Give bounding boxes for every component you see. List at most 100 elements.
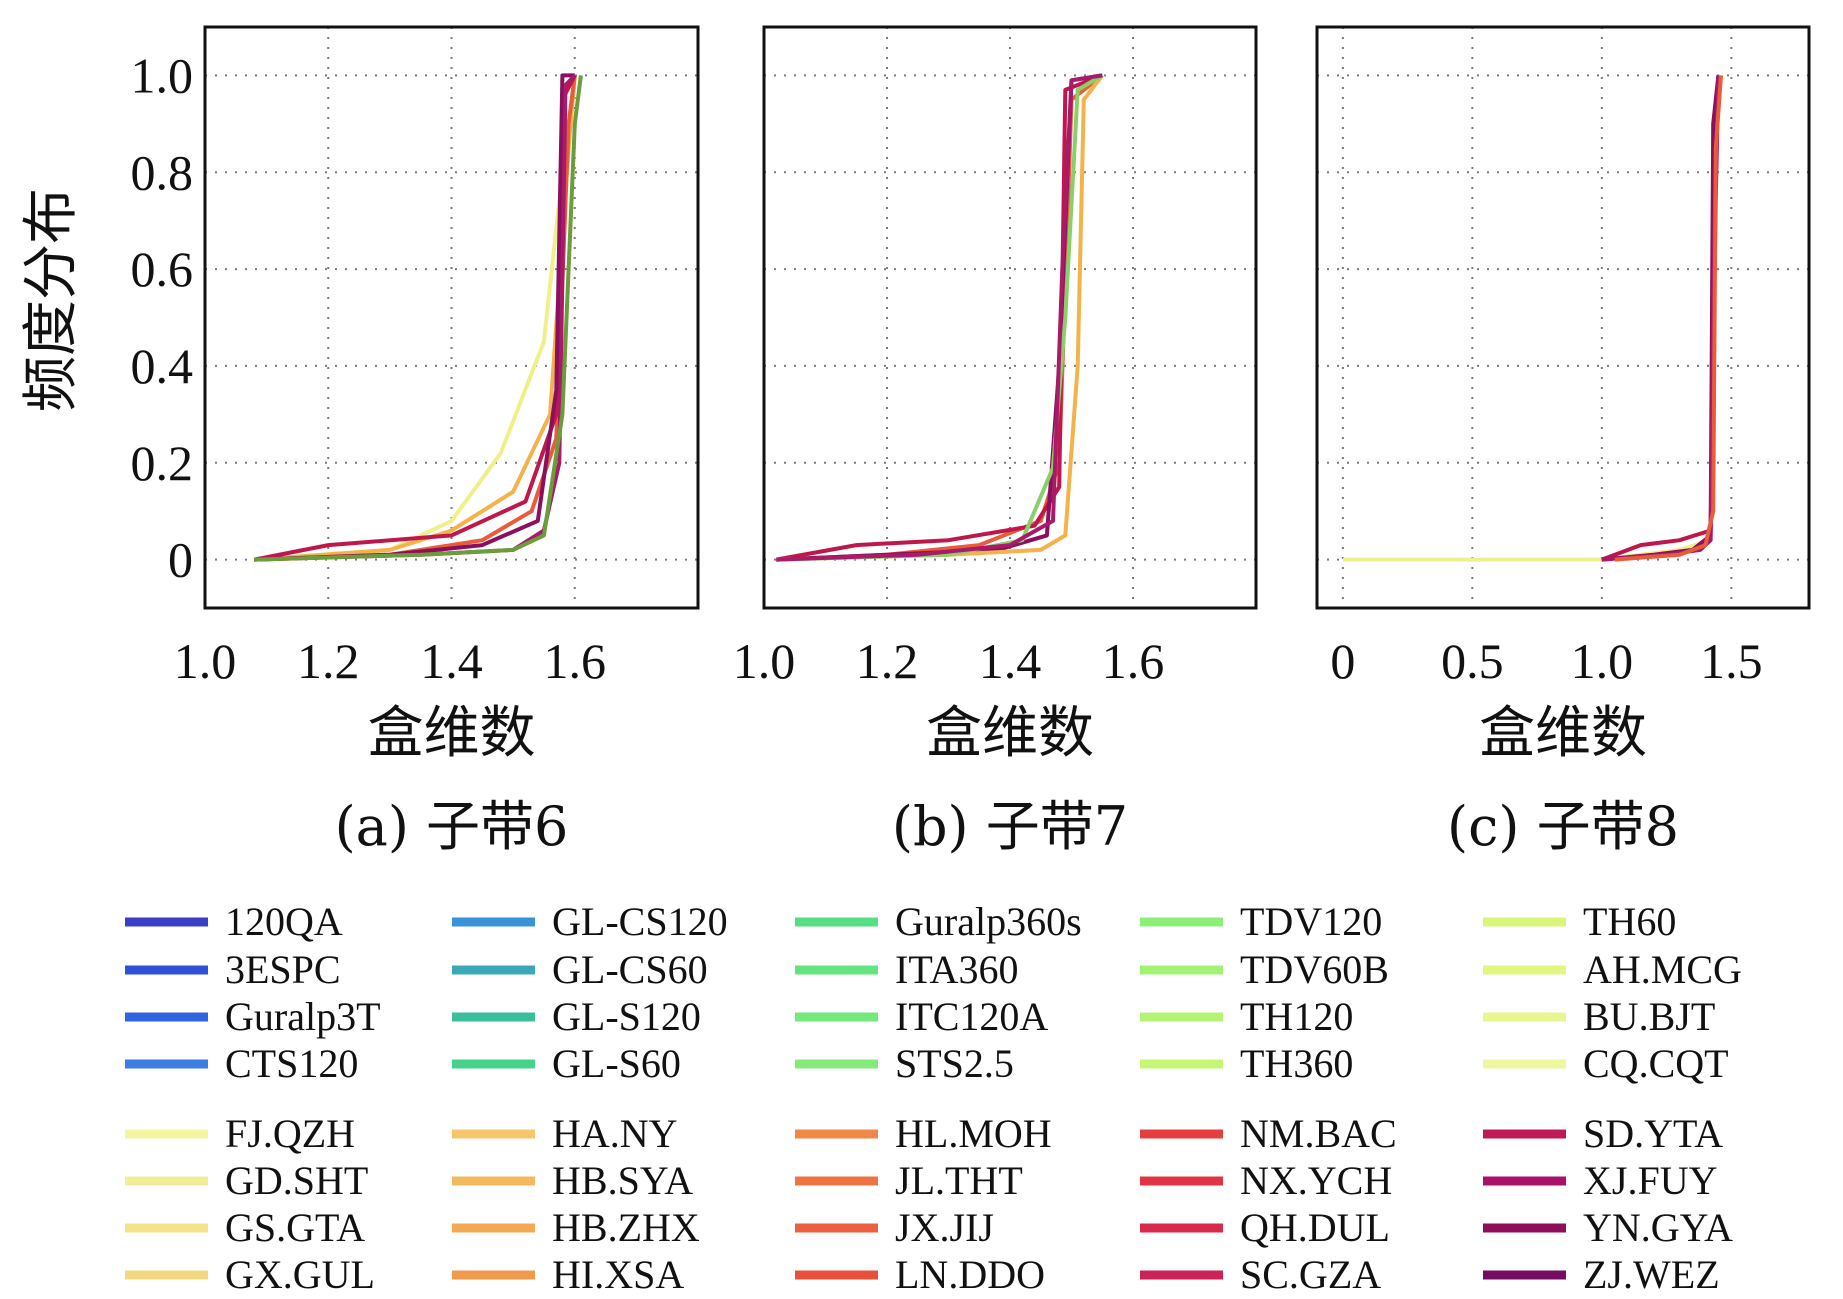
x-tick-label: 1.4 [420,633,483,689]
series-curve [775,73,1104,562]
legend-item: HB.ZHX [452,1205,700,1250]
legend-label: SC.GZA [1240,1252,1381,1297]
series-curve [1601,75,1721,562]
legend-item: ZJ.WEZ [1483,1252,1720,1297]
legend-item: TDV60B [1140,947,1389,992]
legend-label: STS2.5 [895,1041,1014,1086]
legend-label: SD.YTA [1583,1111,1723,1156]
legend-label: GX.GUL [225,1252,375,1297]
legend-item: GL-CS120 [452,899,728,944]
legend-item: TH360 [1140,1041,1353,1086]
legend-label: Guralp3T [225,994,381,1039]
legend-label: CTS120 [225,1041,358,1086]
legend-item: CQ.CQT [1483,1041,1729,1086]
legend-item: SD.YTA [1483,1111,1723,1156]
x-tick-label: 0 [1330,633,1355,689]
legend-item: TH60 [1483,899,1676,944]
legend-item: GX.GUL [125,1252,375,1297]
y-tick-label: 0.4 [131,338,194,394]
series-curve [776,73,1103,562]
legend-item: Guralp3T [125,994,381,1039]
legend-label: 3ESPC [225,947,341,992]
legend-item: ITC120A [795,994,1048,1039]
legend-label: TH120 [1240,994,1353,1039]
plot-frame [1315,25,1811,610]
panel-1: 1.0 1.2 1.4 1.6 0 0.2 0.4 0.6 0.8 1.0 盒维数 (a) 子带6 [131,25,700,858]
legend-label: GL-CS60 [552,947,708,992]
x-tick-label: 1.0 [1571,633,1634,689]
legend-label: GL-S60 [552,1041,681,1086]
series-curve [1601,75,1721,562]
legend-item: SC.GZA [1140,1252,1381,1297]
legend-item: 3ESPC [125,947,341,992]
y-tick-label: 0 [168,532,193,588]
legend-label: HA.NY [552,1111,678,1156]
x-axis-title: 盒维数 [926,701,1094,766]
legend-label: 120QA [225,899,343,944]
x-tick-label: 1.0 [174,633,237,689]
legend-label: ZJ.WEZ [1583,1252,1720,1297]
legend-label: NM.BAC [1240,1111,1397,1156]
legend-label: XJ.FUY [1583,1158,1717,1203]
x-tick-label: 1.0 [733,633,796,689]
legend-label: GL-CS120 [552,899,728,944]
legend-item: TDV120 [1140,899,1382,944]
x-tick-label: 1.6 [1102,633,1165,689]
legend-label: CQ.CQT [1583,1041,1729,1086]
legend-item: FJ.QZH [125,1111,355,1156]
legend-label: LN.DDO [895,1252,1045,1297]
legend-label: ITC120A [895,994,1048,1039]
legend-label: Guralp360s [895,899,1082,944]
legend: 120QA3ESPCGuralp3TCTS120GL-CS120GL-CS60G… [125,899,1742,1297]
legend-label: GL-S120 [552,994,701,1039]
legend-label: TH60 [1583,899,1676,944]
legend-item: GL-S120 [452,994,701,1039]
legend-item: NM.BAC [1140,1111,1397,1156]
legend-item: HI.XSA [452,1252,684,1297]
panel-3: 0 0.5 1.0 1.5 盒维数 (c) 子带8 [1315,25,1811,858]
legend-item: 120QA [125,899,343,944]
x-tick-label: 1.2 [297,633,360,689]
y-tick-label: 1.0 [131,47,194,103]
legend-label: GS.GTA [225,1205,365,1250]
series-curve [254,74,577,562]
legend-item: YN.GYA [1483,1205,1733,1250]
legend-item: BU.BJT [1483,994,1715,1039]
legend-item: Guralp360s [795,899,1082,944]
legend-item: JL.THT [795,1158,1023,1203]
legend-item: HB.SYA [452,1158,693,1203]
legend-label: BU.BJT [1583,994,1715,1039]
legend-item: GS.GTA [125,1205,365,1250]
legend-item: HL.MOH [795,1111,1052,1156]
x-tick-label: 1.6 [544,633,607,689]
legend-item: HA.NY [452,1111,678,1156]
y-tick-label: 0.8 [131,144,194,200]
x-tick-label: 1.5 [1700,633,1763,689]
legend-label: HL.MOH [895,1111,1052,1156]
legend-item: JX.JIJ [795,1205,994,1250]
x-axis-title: 盒维数 [368,701,536,766]
legend-label: AH.MCG [1583,947,1742,992]
plot-frame [203,25,700,610]
legend-item: GD.SHT [125,1158,368,1203]
series-curve [1614,75,1723,562]
series-curve [254,75,577,562]
legend-label: YN.GYA [1583,1205,1733,1250]
y-tick-label: 0.6 [131,241,194,297]
legend-item: AH.MCG [1483,947,1742,992]
y-tick-label: 0.2 [131,435,194,491]
legend-item: TH120 [1140,994,1353,1039]
series-curve [1342,75,1721,562]
x-tick-label: 1.4 [979,633,1042,689]
legend-label: HB.SYA [552,1158,693,1203]
legend-label: NX.YCH [1240,1158,1392,1203]
series-curve [253,74,577,562]
panel-caption: (a) 子带6 [335,795,569,858]
panel-caption: (b) 子带7 [892,795,1128,858]
panel-caption: (c) 子带8 [1447,795,1679,858]
series-curve [1601,75,1721,562]
legend-label: JX.JIJ [895,1205,994,1250]
